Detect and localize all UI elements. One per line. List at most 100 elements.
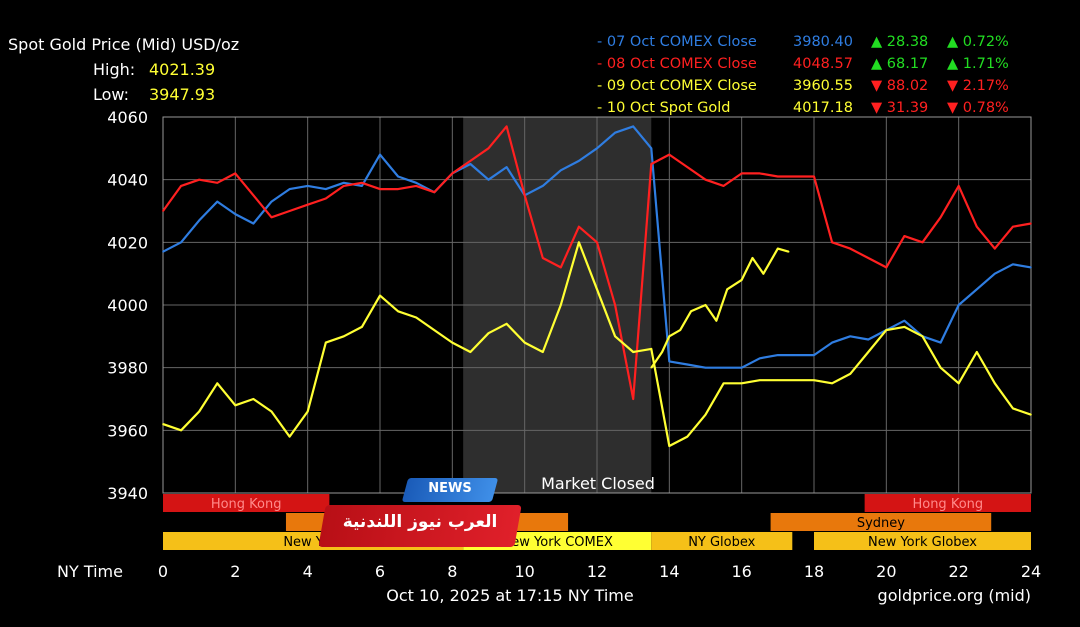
data-point <box>668 445 671 447</box>
data-point <box>614 131 616 134</box>
data-point <box>668 335 671 338</box>
data-point <box>921 335 924 338</box>
data-point <box>903 326 906 328</box>
session-bar <box>163 494 330 512</box>
plot-frame <box>162 116 1032 494</box>
data-point <box>505 125 508 128</box>
data-point <box>632 125 634 128</box>
series-line-3 <box>650 247 790 369</box>
data-point <box>433 329 436 331</box>
data-point <box>541 257 544 259</box>
data-point <box>560 266 562 269</box>
data-point <box>867 338 870 341</box>
data-point <box>162 250 164 253</box>
session-label: NY Globex <box>688 535 755 550</box>
overlay-tag-text: NEWS <box>428 481 472 496</box>
x-tick-label: 16 <box>731 562 751 581</box>
data-point <box>762 272 765 275</box>
data-point <box>415 185 417 187</box>
data-point <box>1012 407 1014 410</box>
data-point <box>957 185 960 187</box>
x-tick-label: 6 <box>375 562 385 581</box>
data-point <box>740 366 743 369</box>
legend-pct: ▼ 0.78% <box>947 100 1009 116</box>
data-point <box>216 200 219 203</box>
data-point <box>505 166 508 168</box>
data-point <box>994 382 996 385</box>
session-label: Hong Kong <box>912 497 983 512</box>
data-point <box>270 200 273 203</box>
data-point <box>288 435 291 438</box>
source-label: goldprice.org (mid) <box>878 586 1031 605</box>
data-point <box>560 304 562 306</box>
data-point <box>867 351 870 353</box>
data-point <box>903 235 906 237</box>
data-point <box>596 241 598 244</box>
low-label: Low: <box>93 85 130 104</box>
x-tick-label: 22 <box>948 562 968 581</box>
legend-close: 3980.40 <box>793 34 853 50</box>
data-point <box>813 354 815 356</box>
data-point <box>777 175 779 178</box>
data-point <box>975 351 978 353</box>
data-point <box>252 398 255 400</box>
data-point <box>541 351 544 353</box>
high-value: 4021.39 <box>149 60 216 79</box>
session-bar <box>770 513 992 531</box>
data-point <box>198 219 200 222</box>
data-point <box>306 185 309 187</box>
data-point <box>831 241 833 244</box>
data-point <box>831 341 833 344</box>
data-point <box>487 332 490 335</box>
data-point <box>939 366 942 369</box>
data-point <box>397 175 399 178</box>
high-label: High: <box>93 60 136 79</box>
x-axis-label: NY Time <box>57 562 123 581</box>
data-point <box>596 288 598 291</box>
overlay-banner-text: العرب نيوز اللندنية <box>342 512 498 532</box>
data-point <box>162 210 164 212</box>
data-point <box>578 225 580 228</box>
x-tick-label: 12 <box>587 562 607 581</box>
data-point <box>686 166 689 168</box>
y-tick-label: 4040 <box>107 171 148 190</box>
data-point <box>1012 263 1014 266</box>
data-point <box>397 310 399 313</box>
data-point <box>975 225 978 228</box>
data-point <box>487 178 490 181</box>
data-point <box>795 354 797 356</box>
legend-change: ▲ 28.38 <box>871 34 929 50</box>
x-tick-label: 2 <box>230 562 240 581</box>
x-tick-label: 10 <box>514 562 534 581</box>
data-point <box>722 382 725 385</box>
legend-pct: ▼ 2.17% <box>947 78 1009 94</box>
data-point <box>704 178 707 181</box>
data-point <box>578 160 580 162</box>
data-point <box>415 316 417 319</box>
data-point <box>361 185 363 187</box>
data-point <box>397 188 399 190</box>
data-point <box>343 182 345 184</box>
data-point <box>361 182 363 184</box>
data-point <box>234 213 237 215</box>
data-point <box>324 341 327 344</box>
data-point <box>787 250 790 253</box>
data-point <box>650 147 653 150</box>
data-point <box>650 163 653 165</box>
data-point <box>722 366 725 369</box>
data-point <box>795 175 797 178</box>
data-point <box>324 197 327 200</box>
session-label: New York COMEX <box>502 535 613 550</box>
y-tick-label: 3980 <box>107 359 148 378</box>
data-point <box>252 222 255 225</box>
low-value: 3947.93 <box>149 85 216 104</box>
data-point <box>614 335 616 338</box>
data-point <box>668 360 671 363</box>
data-point <box>939 341 942 344</box>
data-point <box>162 423 164 425</box>
data-point <box>216 182 219 184</box>
data-point <box>777 354 779 356</box>
data-point <box>849 247 851 250</box>
